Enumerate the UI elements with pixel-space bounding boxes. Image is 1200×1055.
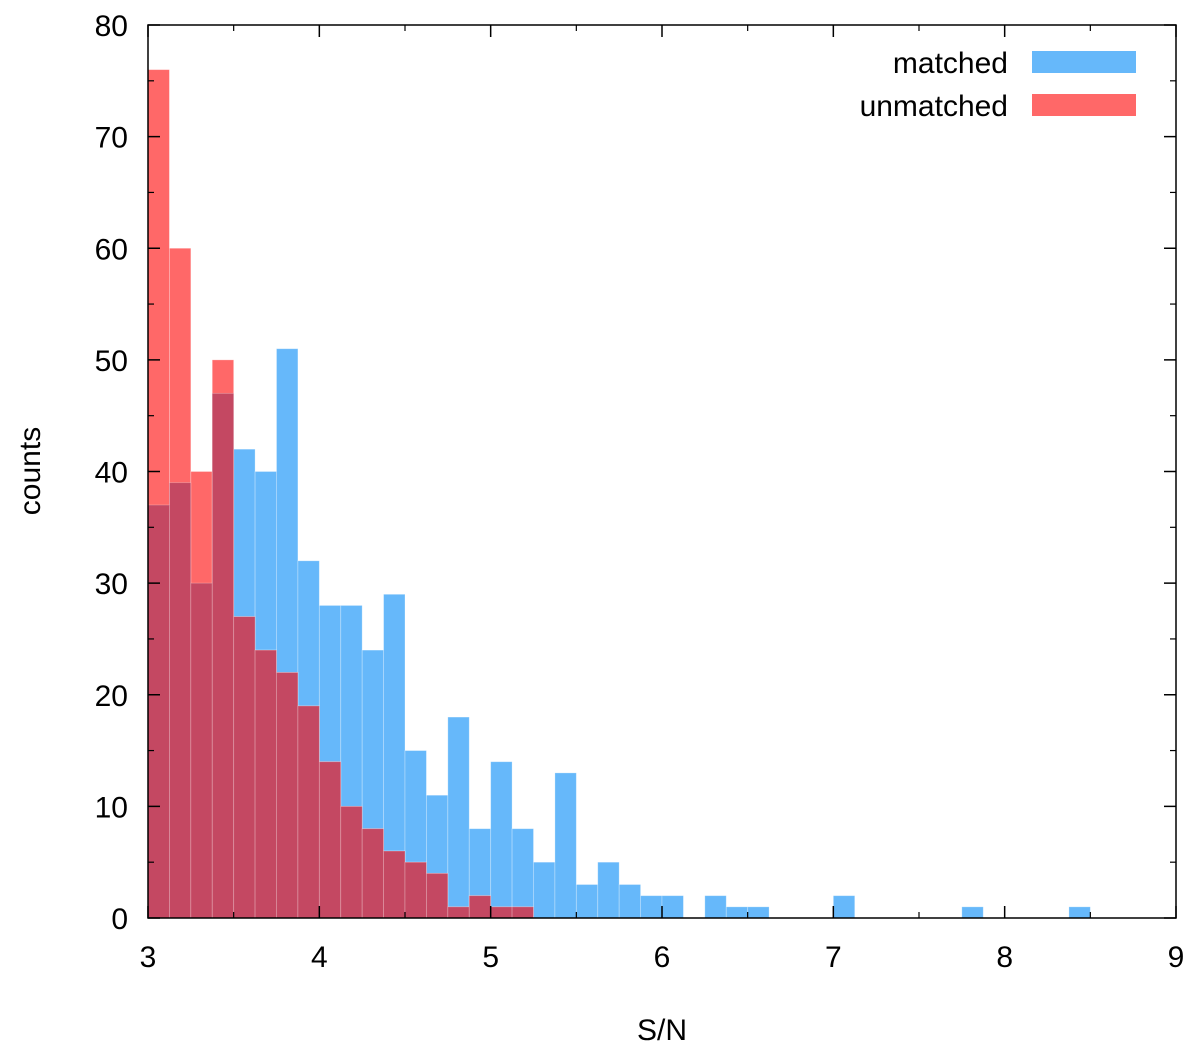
bar-overlap-8 xyxy=(318,761,342,919)
x-tick-label-2: 5 xyxy=(482,941,499,974)
bar-overlap-15 xyxy=(468,895,492,919)
legend-label-matched: matched xyxy=(893,47,1008,80)
bar-matched-26 xyxy=(725,906,749,919)
legend-swatch-matched xyxy=(1032,51,1136,73)
y-axis-title: counts xyxy=(14,427,47,515)
y-tick-label-3: 30 xyxy=(95,568,128,601)
bar-overlap-11 xyxy=(383,850,406,919)
bar-overlap-13 xyxy=(426,872,449,919)
bar-matched-17 xyxy=(511,828,534,919)
x-tick-label-3: 6 xyxy=(654,941,671,974)
y-tick-label-0: 0 xyxy=(111,903,128,936)
bar-overlap-9 xyxy=(340,805,363,919)
y-tick-label-4: 40 xyxy=(95,457,128,490)
bar-overlap-12 xyxy=(404,861,427,919)
ticks-layer: 3 4 5 6 7 8 9 0 10 20 30 40 50 60 70 80 xyxy=(95,10,1185,974)
bar-matched-24 xyxy=(661,895,684,919)
bar-overlap-16 xyxy=(490,906,513,919)
legend-swatch-unmatched xyxy=(1032,94,1136,116)
y-tick-label-7: 70 xyxy=(95,122,128,155)
bar-overlap-6 xyxy=(276,672,299,919)
x-tick-label-0: 3 xyxy=(140,941,157,974)
bar-overlap-10 xyxy=(361,828,384,919)
bar-overlap-5 xyxy=(254,649,277,919)
y-tick-label-5: 50 xyxy=(95,345,128,378)
bar-matched-20 xyxy=(575,884,599,919)
bar-matched-14 xyxy=(447,716,470,919)
bars-layer xyxy=(147,69,1091,919)
bar-overlap-4 xyxy=(233,616,256,919)
x-axis-title: S/N xyxy=(637,1014,687,1047)
y-tick-label-8: 80 xyxy=(95,10,128,43)
x-tick-label-4: 7 xyxy=(825,941,842,974)
bar-overlap-0 xyxy=(147,504,170,919)
plot-frame xyxy=(147,24,1177,919)
bar-matched-27 xyxy=(747,906,770,919)
legend-label-unmatched: unmatched xyxy=(860,90,1008,123)
bar-matched-19 xyxy=(554,772,577,919)
y-tick-label-6: 60 xyxy=(95,233,128,266)
bar-overlap-3 xyxy=(211,392,235,919)
bar-overlap-17 xyxy=(511,906,534,919)
y-tick-label-2: 20 xyxy=(95,680,128,713)
bar-matched-30 xyxy=(1068,906,1091,919)
x-tick-label-5: 8 xyxy=(996,941,1013,974)
bar-matched-28 xyxy=(832,895,856,919)
y-tick-label-1: 10 xyxy=(95,791,128,824)
bar-overlap-1 xyxy=(169,482,192,919)
bar-matched-21 xyxy=(597,861,620,919)
bar-matched-16 xyxy=(490,761,513,919)
legend: matched unmatched xyxy=(860,47,1136,123)
bar-matched-29 xyxy=(961,906,984,919)
bar-overlap-2 xyxy=(190,582,213,919)
x-tick-label-1: 4 xyxy=(311,941,328,974)
bar-matched-23 xyxy=(640,895,663,919)
bar-overlap-14 xyxy=(447,906,470,919)
x-tick-label-6: 9 xyxy=(1168,941,1185,974)
bar-matched-18 xyxy=(533,861,556,919)
bar-overlap-7 xyxy=(297,705,320,919)
bar-matched-25 xyxy=(704,895,727,919)
bar-matched-22 xyxy=(618,884,641,919)
